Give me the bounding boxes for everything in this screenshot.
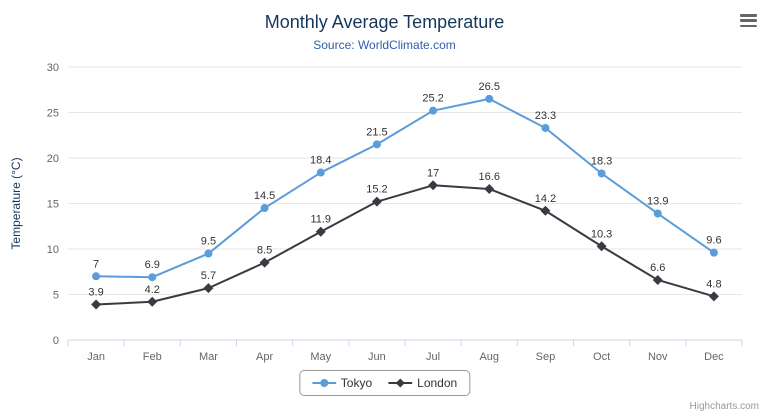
legend-label: Tokyo [340, 376, 373, 390]
hamburger-line [740, 24, 757, 27]
data-label: 25.2 [422, 93, 443, 105]
x-axis-label: Feb [143, 351, 162, 363]
data-point-marker[interactable] [315, 226, 326, 237]
chart-title: Monthly Average Temperature [264, 12, 505, 32]
data-point-marker[interactable] [540, 205, 551, 216]
data-point-marker[interactable] [428, 180, 439, 191]
data-label: 18.4 [310, 155, 331, 167]
legend-item-tokyo[interactable]: Tokyo [311, 376, 373, 390]
data-point-marker[interactable] [316, 168, 325, 177]
x-axis-label: Apr [256, 351, 273, 363]
x-axis-label: Sep [536, 351, 556, 363]
x-axis-label: Dec [704, 351, 724, 363]
data-point-marker[interactable] [204, 249, 213, 258]
y-axis-label: 10 [47, 244, 59, 256]
y-axis-label: 30 [47, 62, 59, 74]
data-label: 23.3 [535, 110, 556, 122]
data-label: 4.2 [145, 284, 160, 296]
data-label: 4.8 [706, 278, 721, 290]
x-axis-label: Aug [479, 351, 499, 363]
legend-marker-icon [388, 378, 413, 388]
data-point-marker[interactable] [484, 183, 495, 194]
data-point-marker[interactable] [92, 272, 101, 281]
x-axis-label: May [310, 351, 331, 363]
data-point-marker[interactable] [596, 241, 607, 252]
series-line-tokyo [96, 97, 715, 279]
data-label: 8.5 [257, 245, 272, 257]
data-point-marker[interactable] [652, 274, 663, 285]
data-label: 14.5 [254, 190, 275, 202]
legend-marker-icon [311, 379, 336, 387]
data-label: 15.2 [366, 184, 387, 196]
data-point-marker[interactable] [371, 196, 382, 207]
data-label: 6.6 [650, 262, 665, 274]
data-point-marker[interactable] [147, 296, 158, 307]
data-point-marker[interactable] [709, 248, 718, 257]
x-axis-label: Nov [648, 351, 668, 363]
data-point-marker[interactable] [541, 123, 550, 132]
data-point-marker[interactable] [260, 204, 269, 213]
x-axis-label: Mar [199, 351, 218, 363]
data-label: 6.9 [145, 259, 160, 271]
data-label: 17 [427, 167, 439, 179]
data-label: 7 [93, 258, 99, 270]
hamburger-icon[interactable] [740, 14, 757, 27]
y-axis-label: 20 [47, 153, 59, 165]
data-label: 18.3 [591, 155, 612, 167]
credits-link[interactable]: Highcharts.com [689, 401, 759, 412]
data-label: 13.9 [647, 196, 668, 208]
data-label: 16.6 [479, 171, 500, 183]
data-label: 11.9 [310, 214, 331, 226]
data-point-marker[interactable] [372, 140, 381, 149]
x-axis-label: Jun [368, 351, 386, 363]
data-point-marker[interactable] [148, 273, 157, 282]
data-point-marker[interactable] [653, 209, 662, 218]
data-point-marker[interactable] [597, 169, 606, 178]
data-point-marker[interactable] [259, 257, 270, 268]
y-axis-label: 5 [53, 290, 59, 302]
y-axis-label: 0 [53, 335, 59, 347]
legend-label: London [417, 376, 458, 390]
data-label: 3.9 [88, 287, 103, 299]
y-axis-label: 15 [47, 199, 59, 211]
data-label: 9.6 [706, 235, 721, 247]
y-axis-label: 25 [47, 108, 59, 120]
data-label: 26.5 [479, 81, 500, 93]
x-axis-label: Jul [426, 351, 440, 363]
data-point-marker[interactable] [203, 283, 214, 294]
series-line-london [96, 184, 715, 306]
y-axis-title: Temperature (°C) [9, 157, 23, 249]
hamburger-line [740, 19, 757, 22]
data-point-marker[interactable] [708, 291, 719, 302]
data-label: 21.5 [366, 126, 387, 138]
hamburger-line [740, 14, 757, 17]
legend-item-london[interactable]: London [388, 376, 457, 390]
data-point-marker[interactable] [429, 106, 438, 115]
data-label: 9.5 [201, 236, 216, 248]
x-axis-label: Oct [593, 351, 610, 363]
data-label: 14.2 [535, 193, 556, 205]
data-label: 10.3 [591, 228, 612, 240]
x-axis-label: Jan [87, 351, 105, 363]
legend: Tokyo London [298, 370, 471, 396]
chart-subtitle: Source: WorldClimate.com [313, 38, 456, 52]
data-label: 5.7 [201, 270, 216, 282]
data-point-marker[interactable] [485, 94, 494, 103]
data-point-marker[interactable] [91, 299, 102, 310]
